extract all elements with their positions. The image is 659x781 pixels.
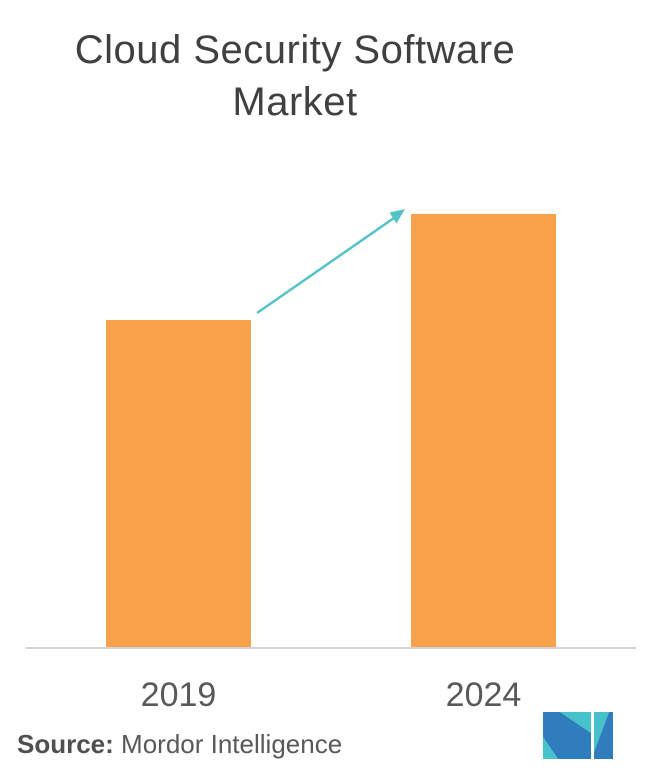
x-tick-2024: 2024 (445, 676, 522, 714)
x-tick-2019: 2019 (140, 676, 217, 714)
bar-2019 (106, 320, 251, 648)
bar-2024 (411, 214, 556, 648)
chart-title-line1: Cloud Security Software (74, 28, 516, 72)
mordor-intelligence-logo (543, 712, 613, 759)
source-attribution: Source: Mordor Intelligence (17, 729, 342, 760)
source-text: Mordor Intelligence (121, 729, 343, 759)
chart-title: Cloud Security Software Market (0, 24, 590, 128)
source-label: Source: (17, 729, 114, 759)
chart-title-line2: Market (232, 80, 358, 124)
x-axis-line (26, 647, 636, 649)
